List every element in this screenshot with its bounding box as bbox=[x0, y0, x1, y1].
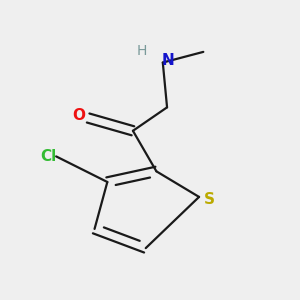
Text: Cl: Cl bbox=[40, 149, 57, 164]
Text: O: O bbox=[72, 108, 85, 123]
Text: H: H bbox=[136, 44, 147, 58]
Text: N: N bbox=[162, 53, 175, 68]
Text: S: S bbox=[204, 192, 215, 207]
